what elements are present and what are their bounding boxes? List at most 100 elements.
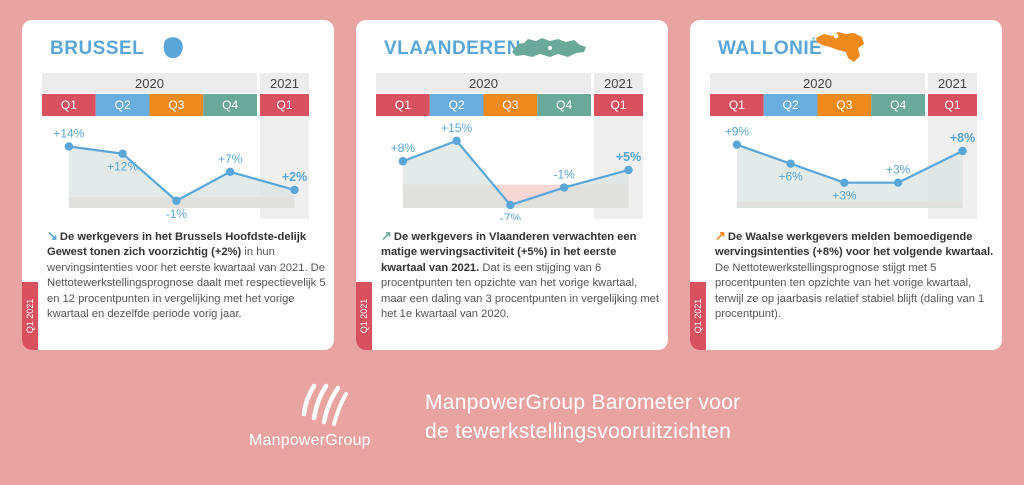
data-label: +6% bbox=[778, 170, 803, 184]
lead-text: De werkgevers in Vlaanderen verwachten e… bbox=[381, 231, 637, 274]
year-label-2021: 2021 bbox=[270, 76, 299, 91]
data-point bbox=[732, 140, 742, 149]
year-label-2020: 2020 bbox=[469, 76, 498, 91]
quarter-label: Q1 bbox=[729, 98, 745, 112]
quarter-label: Q3 bbox=[502, 98, 518, 112]
quarter-cell bbox=[376, 94, 430, 116]
description: ↗ De werkgevers in Vlaanderen verwachten … bbox=[381, 228, 661, 322]
quarter-cell bbox=[763, 94, 818, 116]
side-tab: Q1 2021 bbox=[356, 282, 372, 350]
data-point bbox=[225, 167, 235, 177]
quarter-label-2021: Q1 bbox=[610, 98, 626, 112]
quarter-label: Q4 bbox=[890, 98, 906, 112]
region-title: VLAANDEREN bbox=[384, 38, 521, 59]
data-point bbox=[452, 136, 461, 145]
quarter-cell bbox=[149, 94, 204, 116]
series-area bbox=[68, 146, 295, 208]
card-vlaanderen: VLAANDEREN 2020 2021 Q1 Q2 Q3 Q4 Q1 +8% +15% -7% -… bbox=[356, 20, 668, 350]
data-point bbox=[64, 142, 74, 151]
data-label: +7% bbox=[218, 152, 243, 166]
card-wallonie: WALLONIË 2020 2021 Q1 Q2 Q3 Q4 Q1 +9% +6% +3% +3% +… bbox=[690, 20, 1002, 350]
data-label: +3% bbox=[832, 189, 857, 203]
year-label-2020: 2020 bbox=[135, 76, 164, 91]
data-label: +9% bbox=[725, 125, 750, 139]
year-header-2020 bbox=[42, 73, 257, 93]
quarter-cell bbox=[203, 94, 257, 116]
data-label: +12% bbox=[107, 160, 138, 174]
card-brussel: BRUSSEL 2020 2021 Q1 Q2 Q3 Q4 Q1 +14% +12% -1% +7%… bbox=[22, 20, 334, 350]
quarter-cell bbox=[429, 94, 484, 116]
quarter-label: Q1 bbox=[61, 98, 77, 112]
data-point bbox=[398, 157, 408, 166]
data-point bbox=[506, 200, 515, 210]
tagline-line2: de tewerkstellingsvooruitzichten bbox=[425, 420, 732, 443]
quarter-cell-2021 bbox=[260, 94, 309, 116]
data-point bbox=[290, 185, 299, 195]
year-header-2021 bbox=[594, 73, 643, 93]
lead-text: De Waalse werkgevers melden bemoedigende… bbox=[715, 231, 994, 259]
data-point bbox=[172, 196, 181, 205]
quarter-cell bbox=[710, 94, 764, 116]
year-header-2020 bbox=[710, 73, 925, 93]
region-title: BRUSSEL bbox=[50, 38, 145, 59]
year-header-2021 bbox=[260, 73, 309, 93]
side-tab: Q1 2021 bbox=[22, 282, 38, 350]
data-point bbox=[118, 149, 127, 158]
data-point bbox=[893, 178, 903, 187]
year-label-2021: 2021 bbox=[938, 76, 967, 91]
side-tab-label: Q1 2021 bbox=[359, 298, 369, 334]
data-label: -7% bbox=[500, 211, 522, 220]
quarter-label: Q4 bbox=[556, 98, 572, 112]
year-label-2021: 2021 bbox=[604, 76, 633, 91]
data-label: -1% bbox=[553, 168, 575, 182]
year-label-2020: 2020 bbox=[803, 76, 832, 91]
body-text: in hun wervingsintenties voor het eerste… bbox=[47, 246, 326, 321]
tagline: ManpowerGroup Barometer voor de tewerkst… bbox=[425, 388, 740, 446]
description: ↗ De Waalse werkgevers melden bemoedigend… bbox=[715, 228, 995, 322]
brussels-map-icon bbox=[163, 37, 183, 59]
data-label: +14% bbox=[53, 126, 84, 140]
quarter-label: Q4 bbox=[222, 98, 238, 112]
year-header-2021 bbox=[928, 73, 977, 93]
region-title: WALLONIË bbox=[718, 38, 823, 59]
body-text: Dat is een stijging van 6 procentpunten … bbox=[381, 261, 659, 321]
brand-name: ManpowerGroup bbox=[249, 432, 371, 449]
quarter-cell bbox=[42, 94, 96, 116]
data-label: +8% bbox=[391, 141, 416, 155]
description: ↘ De werkgevers in het Brussels Hoofdste-… bbox=[47, 228, 327, 322]
data-label: +3% bbox=[886, 163, 911, 177]
wallonia-map-icon bbox=[816, 32, 864, 62]
data-point bbox=[786, 159, 795, 168]
quarter-label: Q3 bbox=[836, 98, 852, 112]
data-point bbox=[958, 146, 967, 156]
manpowergroup-logo-icon bbox=[301, 383, 348, 426]
quarter-cell bbox=[483, 94, 538, 116]
data-label: +2% bbox=[282, 170, 307, 184]
quarter-label: Q1 bbox=[395, 98, 411, 112]
trend-up-icon: ↗ bbox=[381, 228, 392, 243]
data-label: +5% bbox=[616, 150, 641, 164]
tagline-line1: ManpowerGroup Barometer voor bbox=[425, 391, 741, 414]
quarter-label: Q2 bbox=[783, 98, 799, 112]
data-point bbox=[559, 183, 569, 192]
side-tab-label: Q1 2021 bbox=[693, 298, 703, 334]
side-tab: Q1 2021 bbox=[690, 282, 706, 350]
quarter-label: Q2 bbox=[449, 98, 465, 112]
data-point bbox=[840, 178, 849, 187]
trend-up-icon: ↗ bbox=[715, 228, 726, 243]
quarter-cell bbox=[95, 94, 150, 116]
quarter-cell-2021 bbox=[928, 94, 977, 116]
quarter-label-2021: Q1 bbox=[276, 98, 292, 112]
lead-text: De werkgevers in het Brussels Hoofdste-d… bbox=[47, 231, 307, 259]
flanders-map-icon bbox=[512, 38, 586, 57]
quarter-cell bbox=[871, 94, 925, 116]
side-tab-label: Q1 2021 bbox=[25, 298, 35, 334]
quarter-label: Q3 bbox=[168, 98, 184, 112]
series-area bbox=[736, 144, 963, 208]
series-area bbox=[402, 140, 629, 208]
data-label: +15% bbox=[441, 121, 472, 135]
quarter-cell bbox=[537, 94, 591, 116]
chart-wallonie: 2020 2021 Q1 Q2 Q3 Q4 Q1 +9% +6% +3% +3% +8% bbox=[710, 73, 977, 219]
chart-brussel: 2020 2021 Q1 Q2 Q3 Q4 Q1 +14% +12% -1% +7% +2% bbox=[42, 73, 309, 220]
data-label: -1% bbox=[166, 207, 188, 220]
